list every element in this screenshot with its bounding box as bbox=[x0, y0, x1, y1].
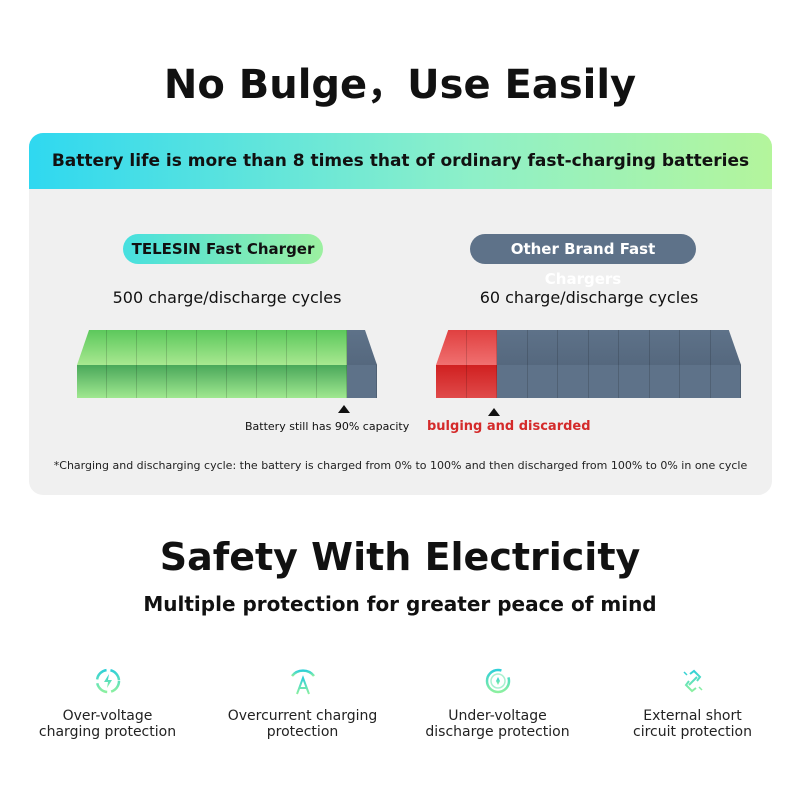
telesin-battery bbox=[77, 330, 377, 400]
depleted-cell bbox=[497, 365, 528, 398]
feature-item: Over-voltage charging protection bbox=[13, 666, 203, 740]
feature-line2: charging protection bbox=[38, 724, 177, 740]
charged-cell bbox=[466, 365, 497, 398]
battery-comparison-panel: Battery life is more than 8 times that o… bbox=[29, 133, 772, 495]
charged-cell bbox=[257, 330, 287, 365]
telesin-note: Battery still has 90% capacity bbox=[245, 420, 410, 433]
depleted-cell bbox=[680, 330, 711, 365]
feature-list: Over-voltage charging protection Overcur… bbox=[0, 666, 800, 740]
capacity-marker-icon bbox=[338, 405, 350, 413]
depleted-cell bbox=[588, 365, 619, 398]
bulge-marker-icon bbox=[488, 408, 500, 416]
telesin-badge: TELESIN Fast Charger bbox=[123, 234, 323, 264]
page-title: No Bulge，Use Easily bbox=[163, 62, 637, 108]
charged-cell bbox=[137, 330, 167, 365]
charged-cell bbox=[197, 330, 227, 365]
charged-cell bbox=[257, 365, 287, 398]
banner: Battery life is more than 8 times that o… bbox=[29, 133, 772, 189]
charged-cell bbox=[317, 365, 347, 398]
depleted-cell bbox=[680, 365, 711, 398]
feature-line1: Overcurrent charging bbox=[227, 708, 378, 724]
feature-line1: External short bbox=[643, 708, 742, 724]
ampere-icon bbox=[288, 666, 318, 696]
feature-item: Overcurrent charging protection bbox=[208, 666, 398, 740]
depleted-cell bbox=[710, 330, 741, 365]
depleted-cell bbox=[649, 365, 680, 398]
depleted-cell bbox=[527, 365, 558, 398]
charged-cell bbox=[137, 365, 167, 398]
depleted-cell bbox=[588, 330, 619, 365]
charged-cell bbox=[77, 365, 107, 398]
charged-cell bbox=[436, 365, 467, 398]
feature-item: Under-voltage discharge protection bbox=[403, 666, 593, 740]
feature-line2: protection bbox=[266, 724, 339, 740]
charged-cell bbox=[227, 330, 257, 365]
charged-cell bbox=[317, 330, 347, 365]
depleted-cell bbox=[649, 330, 680, 365]
charged-cell bbox=[436, 330, 467, 365]
depleted-cell bbox=[527, 330, 558, 365]
depleted-cell bbox=[347, 365, 377, 398]
depleted-cell bbox=[497, 330, 528, 365]
feature-line1: Over-voltage bbox=[62, 708, 153, 724]
charged-cell bbox=[167, 365, 197, 398]
feature-item: External short circuit protection bbox=[598, 666, 788, 740]
charged-cell bbox=[197, 365, 227, 398]
depleted-cell bbox=[710, 365, 741, 398]
footnote: *Charging and discharging cycle: the bat… bbox=[53, 459, 748, 472]
charged-cell bbox=[77, 330, 107, 365]
depleted-cell bbox=[619, 330, 650, 365]
depleted-cell bbox=[347, 330, 377, 365]
charged-cell bbox=[107, 330, 137, 365]
lightning-circle-icon bbox=[93, 666, 123, 696]
other-brand-badge: Other Brand Fast Chargers bbox=[470, 234, 696, 288]
depleted-cell bbox=[558, 330, 589, 365]
charged-cell bbox=[287, 365, 317, 398]
charged-cell bbox=[107, 365, 137, 398]
feature-line1: Under-voltage bbox=[448, 708, 547, 724]
charged-cell bbox=[227, 365, 257, 398]
charged-cell bbox=[466, 330, 497, 365]
safety-title: Safety With Electricity bbox=[159, 535, 641, 579]
gauge-circle-icon bbox=[483, 666, 513, 696]
charged-cell bbox=[167, 330, 197, 365]
other-battery bbox=[436, 330, 741, 400]
other-note: bulging and discarded bbox=[427, 419, 591, 434]
feature-line2: discharge protection bbox=[425, 724, 570, 740]
depleted-cell bbox=[558, 365, 589, 398]
telesin-cycles: 500 charge/discharge cycles bbox=[112, 288, 342, 307]
other-cycles: 60 charge/discharge cycles bbox=[479, 288, 699, 307]
safety-subtitle: Multiple protection for greater peace of… bbox=[143, 592, 657, 616]
depleted-cell bbox=[619, 365, 650, 398]
feature-line2: circuit protection bbox=[633, 724, 752, 740]
charged-cell bbox=[287, 330, 317, 365]
broken-link-icon bbox=[678, 666, 708, 696]
